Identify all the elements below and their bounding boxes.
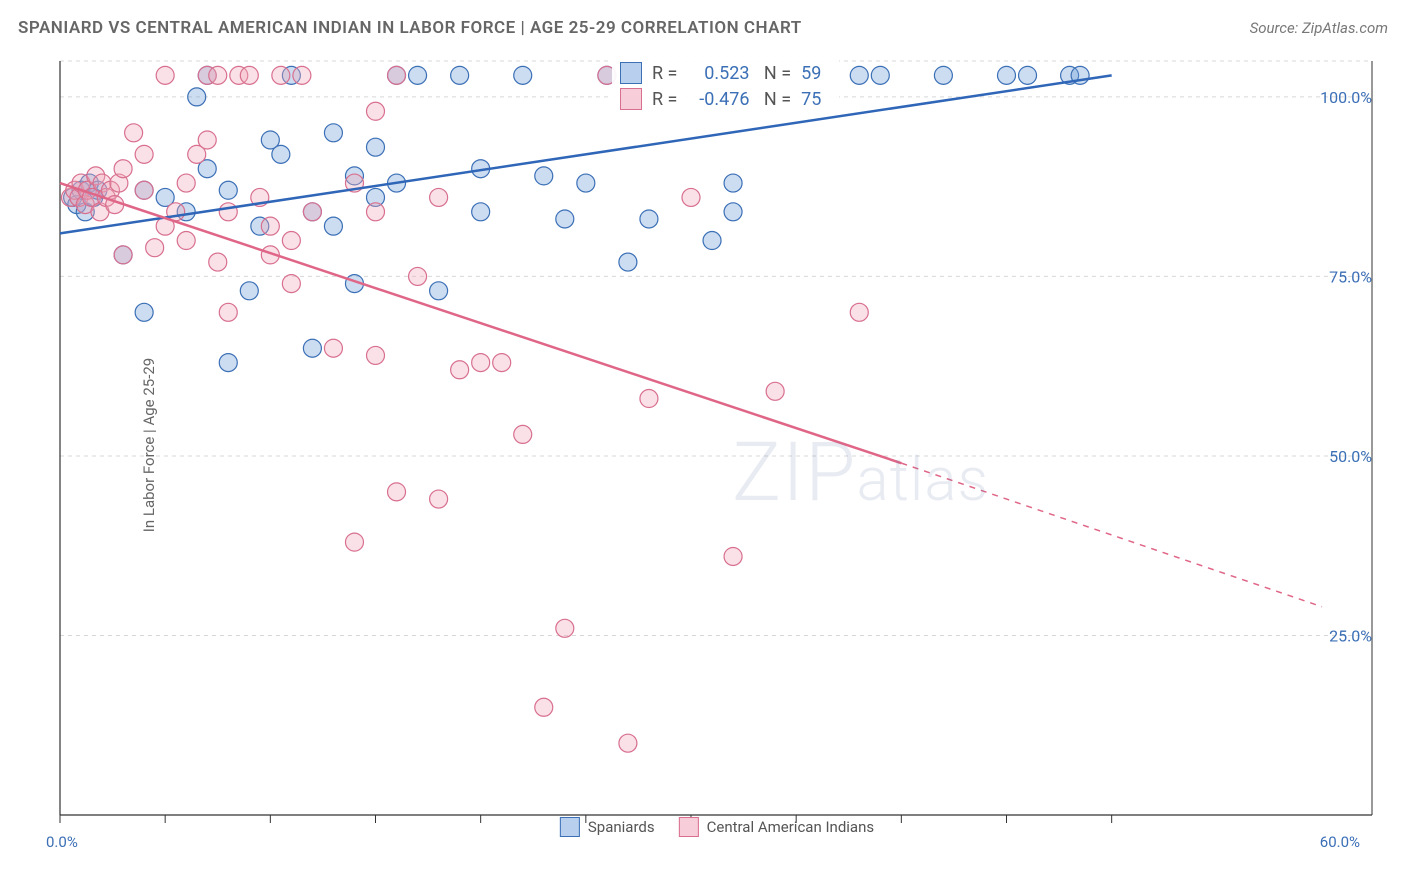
stat-row-cai: R = -0.476 N = 75	[620, 88, 831, 110]
x-axis-max-label: 60.0%	[1320, 833, 1360, 851]
legend-item-spaniards: Spaniards	[560, 817, 655, 837]
source-prefix: Source:	[1250, 19, 1302, 37]
stat-r-value: -0.476	[687, 89, 749, 110]
stat-n-value: 75	[801, 89, 831, 110]
stat-r-label: R =	[652, 63, 677, 84]
legend-label: Spaniards	[588, 818, 655, 836]
chart-title: SPANIARD VS CENTRAL AMERICAN INDIAN IN L…	[18, 18, 802, 38]
chart-canvas: 25.0% 50.0% 75.0% 100.0%	[52, 55, 1382, 835]
stat-swatch-icon	[620, 88, 642, 110]
svg-text:50.0%: 50.0%	[1329, 447, 1372, 466]
legend-item-cai: Central American Indians	[679, 817, 875, 837]
stat-r-value: 0.523	[687, 63, 749, 84]
x-axis-min-label: 0.0%	[46, 833, 78, 851]
legend-bottom: Spaniards Central American Indians	[560, 817, 874, 837]
legend-label: Central American Indians	[707, 818, 875, 836]
stat-r-label: R =	[652, 89, 677, 110]
svg-text:100.0%: 100.0%	[1320, 88, 1372, 107]
stat-n-label: N =	[759, 63, 791, 84]
chart-header: SPANIARD VS CENTRAL AMERICAN INDIAN IN L…	[18, 18, 1388, 38]
stat-swatch-icon	[620, 62, 642, 84]
svg-text:25.0%: 25.0%	[1329, 626, 1372, 645]
legend-swatch-icon	[560, 817, 580, 837]
chart-source: Source: ZipAtlas.com	[1250, 19, 1388, 37]
source-name: ZipAtlas.com	[1302, 19, 1388, 37]
stat-n-value: 59	[801, 63, 831, 84]
svg-text:75.0%: 75.0%	[1329, 267, 1372, 286]
y-axis-label: In Labor Force | Age 25-29	[140, 358, 158, 532]
scatter-plot: In Labor Force | Age 25-29 25.0% 50.0% 75.…	[52, 55, 1382, 835]
correlation-stat-box: R = 0.523 N = 59 R = -0.476 N = 75	[612, 58, 839, 114]
stat-n-label: N =	[759, 89, 791, 110]
legend-swatch-icon	[679, 817, 699, 837]
stat-row-spaniards: R = 0.523 N = 59	[620, 62, 831, 84]
